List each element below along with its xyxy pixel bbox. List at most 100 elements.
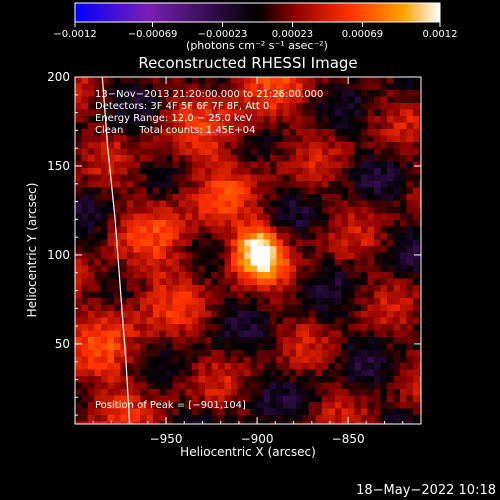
heatmap-cell xyxy=(400,187,407,195)
heatmap-cell xyxy=(380,109,388,117)
heatmap-cell xyxy=(75,363,82,370)
heatmap-cell xyxy=(244,142,251,149)
heatmap-cell xyxy=(146,350,154,357)
heatmap-cell xyxy=(309,421,316,424)
heatmap-cell xyxy=(107,350,115,357)
heatmap-cell xyxy=(231,363,238,370)
heatmap-cell xyxy=(237,148,245,156)
heatmap-cell xyxy=(140,200,147,208)
heatmap-cell xyxy=(348,168,355,175)
heatmap-cell xyxy=(75,103,82,110)
heatmap-cell xyxy=(94,376,102,383)
heatmap-cell xyxy=(400,265,407,273)
heatmap-cell xyxy=(218,285,225,292)
heatmap-cell xyxy=(289,109,297,117)
heatmap-cell xyxy=(205,298,212,305)
heatmap-cell xyxy=(146,233,154,240)
heatmap-cell xyxy=(283,265,290,273)
heatmap-cell xyxy=(218,298,225,305)
heatmap-cell xyxy=(315,116,323,123)
heatmap-cell xyxy=(315,291,323,299)
heatmap-cell xyxy=(75,83,82,91)
heatmap-cell xyxy=(81,187,89,195)
heatmap-cell xyxy=(185,369,193,377)
heatmap-cell xyxy=(400,343,407,351)
heatmap-cell xyxy=(393,278,401,286)
heatmap-cell xyxy=(101,116,108,123)
heatmap-cell xyxy=(244,330,251,338)
heatmap-cell xyxy=(341,194,349,201)
heatmap-cell xyxy=(361,174,368,182)
heatmap-cell xyxy=(413,168,420,175)
heatmap-cell xyxy=(198,298,206,305)
heatmap-cell xyxy=(341,337,349,344)
heatmap-cell xyxy=(94,187,102,195)
heatmap-cell xyxy=(231,116,238,123)
heatmap-cell xyxy=(302,382,310,390)
heatmap-cell xyxy=(88,109,95,117)
heatmap-cell xyxy=(257,226,264,234)
heatmap-cell xyxy=(413,207,420,214)
heatmap-cell xyxy=(140,311,147,318)
heatmap-cell xyxy=(185,135,193,143)
heatmap-cell xyxy=(413,194,420,201)
heatmap-cell xyxy=(367,148,375,156)
heatmap-cell xyxy=(309,259,316,266)
heatmap-cell xyxy=(354,382,362,390)
heatmap-cell xyxy=(289,285,297,292)
heatmap-cell xyxy=(107,324,115,331)
heatmap-cell xyxy=(231,415,238,422)
heatmap-cell xyxy=(114,330,121,338)
heatmap-cell xyxy=(257,265,264,273)
heatmap-cell xyxy=(283,129,290,136)
heatmap-cell xyxy=(400,395,407,403)
heatmap-cell xyxy=(179,155,186,162)
heatmap-cell xyxy=(309,226,316,234)
heatmap-cell xyxy=(140,194,147,201)
heatmap-cell xyxy=(205,324,212,331)
heatmap-cell xyxy=(166,343,173,351)
heatmap-cell xyxy=(237,77,245,84)
heatmap-cell xyxy=(322,142,329,149)
heatmap-cell xyxy=(179,298,186,305)
heatmap-cell xyxy=(172,168,180,175)
heatmap-cell xyxy=(172,135,180,143)
heatmap-cell xyxy=(322,103,329,110)
heatmap-cell xyxy=(127,415,134,422)
heatmap-cell xyxy=(367,324,375,331)
heatmap-cell xyxy=(406,200,414,208)
heatmap-cell xyxy=(315,337,323,344)
heatmap-cell xyxy=(413,122,420,130)
heatmap-cell xyxy=(348,259,355,266)
heatmap-cell xyxy=(302,213,310,221)
heatmap-cell xyxy=(101,142,108,149)
heatmap-cell xyxy=(237,129,245,136)
heatmap-cell xyxy=(419,213,421,221)
heatmap-cell xyxy=(88,272,95,279)
heatmap-cell xyxy=(198,213,206,221)
heatmap-cell xyxy=(283,402,290,409)
heatmap-cell xyxy=(374,194,381,201)
heatmap-cell xyxy=(276,259,284,266)
heatmap-cell xyxy=(94,369,102,377)
heatmap-cell xyxy=(406,330,414,338)
heatmap-cell xyxy=(257,311,264,318)
heatmap-cell xyxy=(192,122,199,130)
heatmap-cell xyxy=(153,337,160,344)
heatmap-cell xyxy=(114,187,121,195)
heatmap-cell xyxy=(361,324,368,331)
heatmap-cell xyxy=(75,304,82,312)
heatmap-cell xyxy=(179,174,186,182)
heatmap-cell xyxy=(328,415,336,422)
heatmap-cell xyxy=(185,252,193,260)
heatmap-cell xyxy=(133,408,141,416)
heatmap-cell xyxy=(237,337,245,344)
heatmap-cell xyxy=(328,337,336,344)
heatmap-cell xyxy=(88,259,95,266)
heatmap-cell xyxy=(302,233,310,240)
heatmap-cell xyxy=(107,252,115,260)
heatmap-cell xyxy=(354,142,362,149)
heatmap-cell xyxy=(374,363,381,370)
heatmap-cell xyxy=(257,324,264,331)
heatmap-cell xyxy=(172,343,180,351)
